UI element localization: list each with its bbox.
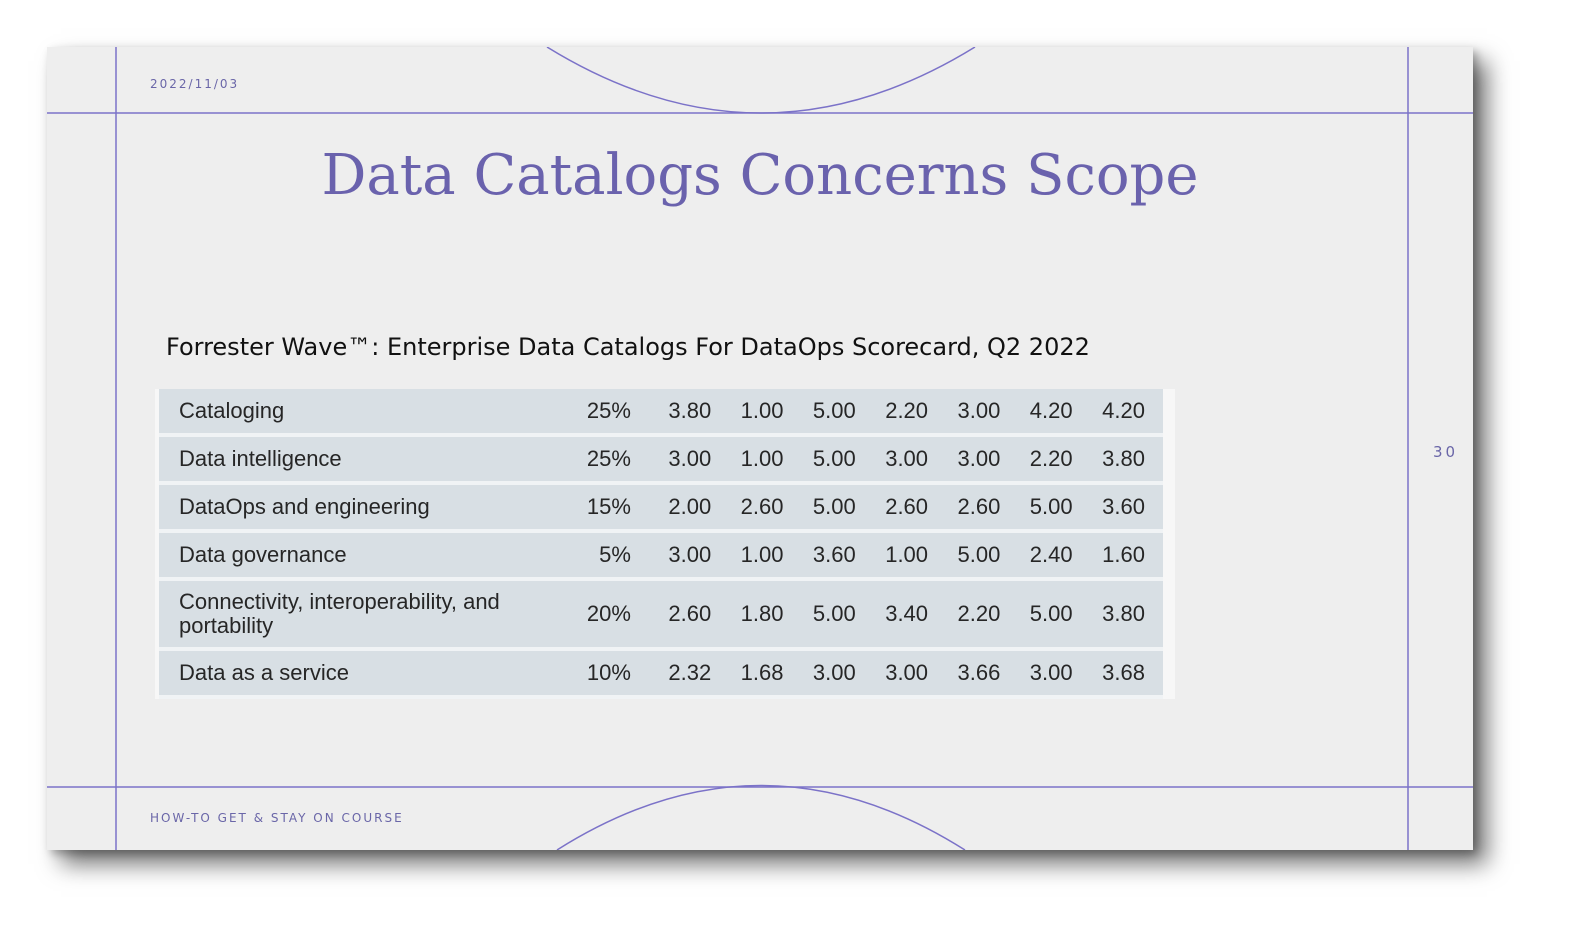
slide-decoration bbox=[47, 47, 1473, 850]
slide-title: Data Catalogs Concerns Scope bbox=[321, 143, 1199, 208]
criterion-weight: 10% bbox=[520, 649, 639, 699]
score-cell: 3.00 bbox=[855, 435, 929, 485]
criterion-label: Data as a service bbox=[159, 649, 521, 699]
score-cell: 2.20 bbox=[1000, 435, 1073, 485]
top-arc bbox=[546, 47, 976, 114]
score-cell: 3.00 bbox=[928, 389, 1001, 437]
score-cell: 2.60 bbox=[855, 483, 929, 533]
criterion-weight: 5% bbox=[520, 531, 639, 581]
slide-date: 2022/11/03 bbox=[150, 77, 240, 91]
score-cell: 3.00 bbox=[638, 531, 712, 581]
score-cell: 5.00 bbox=[1000, 483, 1073, 533]
page-number: 30 bbox=[1433, 443, 1459, 461]
criterion-label: Cataloging bbox=[159, 389, 521, 437]
score-cell: 3.00 bbox=[638, 435, 712, 485]
scorecard-table: Cataloging 25% 3.80 1.00 5.00 2.20 3.00 … bbox=[159, 389, 1163, 699]
score-cell: 3.00 bbox=[855, 649, 929, 699]
criterion-weight: 25% bbox=[520, 389, 639, 437]
score-cell: 1.60 bbox=[1072, 531, 1163, 581]
score-cell: 3.80 bbox=[1072, 579, 1163, 651]
score-cell: 5.00 bbox=[1000, 579, 1073, 651]
table-row: Data governance 5% 3.00 1.00 3.60 1.00 5… bbox=[159, 531, 1163, 581]
score-cell: 2.60 bbox=[928, 483, 1001, 533]
score-cell: 3.40 bbox=[855, 579, 929, 651]
score-cell: 3.68 bbox=[1072, 649, 1163, 699]
score-cell: 1.80 bbox=[711, 579, 784, 651]
score-cell: 2.40 bbox=[1000, 531, 1073, 581]
table-row: DataOps and engineering 15% 2.00 2.60 5.… bbox=[159, 483, 1163, 533]
criterion-label: DataOps and engineering bbox=[159, 483, 521, 533]
slide-footer: HOW-TO GET & STAY ON COURSE bbox=[150, 811, 404, 825]
criterion-weight: 20% bbox=[520, 579, 639, 651]
score-cell: 3.66 bbox=[928, 649, 1001, 699]
score-cell: 2.20 bbox=[855, 389, 929, 437]
bottom-arc bbox=[556, 784, 966, 850]
scorecard-table-container: Cataloging 25% 3.80 1.00 5.00 2.20 3.00 … bbox=[155, 389, 1175, 699]
score-cell: 2.60 bbox=[711, 483, 784, 533]
table-row: Data as a service 10% 2.32 1.68 3.00 3.0… bbox=[159, 649, 1163, 699]
table-caption: Forrester Wave™: Enterprise Data Catalog… bbox=[166, 333, 1090, 361]
score-cell: 3.80 bbox=[1072, 435, 1163, 485]
table-row: Data intelligence 25% 3.00 1.00 5.00 3.0… bbox=[159, 435, 1163, 485]
score-cell: 1.00 bbox=[711, 435, 784, 485]
score-cell: 4.20 bbox=[1072, 389, 1163, 437]
criterion-weight: 25% bbox=[520, 435, 639, 485]
score-cell: 5.00 bbox=[783, 435, 856, 485]
score-cell: 1.68 bbox=[711, 649, 784, 699]
score-cell: 3.00 bbox=[783, 649, 856, 699]
score-cell: 2.00 bbox=[638, 483, 712, 533]
score-cell: 4.20 bbox=[1000, 389, 1073, 437]
score-cell: 5.00 bbox=[928, 531, 1001, 581]
table-row: Cataloging 25% 3.80 1.00 5.00 2.20 3.00 … bbox=[159, 389, 1163, 437]
score-cell: 5.00 bbox=[783, 483, 856, 533]
criterion-label: Data intelligence bbox=[159, 435, 521, 485]
score-cell: 1.00 bbox=[711, 389, 784, 437]
criterion-weight: 15% bbox=[520, 483, 639, 533]
score-cell: 5.00 bbox=[783, 579, 856, 651]
score-cell: 1.00 bbox=[855, 531, 929, 581]
score-cell: 5.00 bbox=[783, 389, 856, 437]
score-cell: 3.60 bbox=[1072, 483, 1163, 533]
score-cell: 2.20 bbox=[928, 579, 1001, 651]
table-row: Connectivity, interoperability, and port… bbox=[159, 579, 1163, 651]
score-cell: 2.32 bbox=[638, 649, 712, 699]
slide: 2022/11/03 Data Catalogs Concerns Scope … bbox=[47, 47, 1473, 850]
score-cell: 3.00 bbox=[1000, 649, 1073, 699]
score-cell: 3.80 bbox=[638, 389, 712, 437]
score-cell: 2.60 bbox=[638, 579, 712, 651]
score-cell: 3.00 bbox=[928, 435, 1001, 485]
criterion-label: Connectivity, interoperability, and port… bbox=[159, 579, 521, 651]
score-cell: 3.60 bbox=[783, 531, 856, 581]
criterion-label: Data governance bbox=[159, 531, 521, 581]
score-cell: 1.00 bbox=[711, 531, 784, 581]
